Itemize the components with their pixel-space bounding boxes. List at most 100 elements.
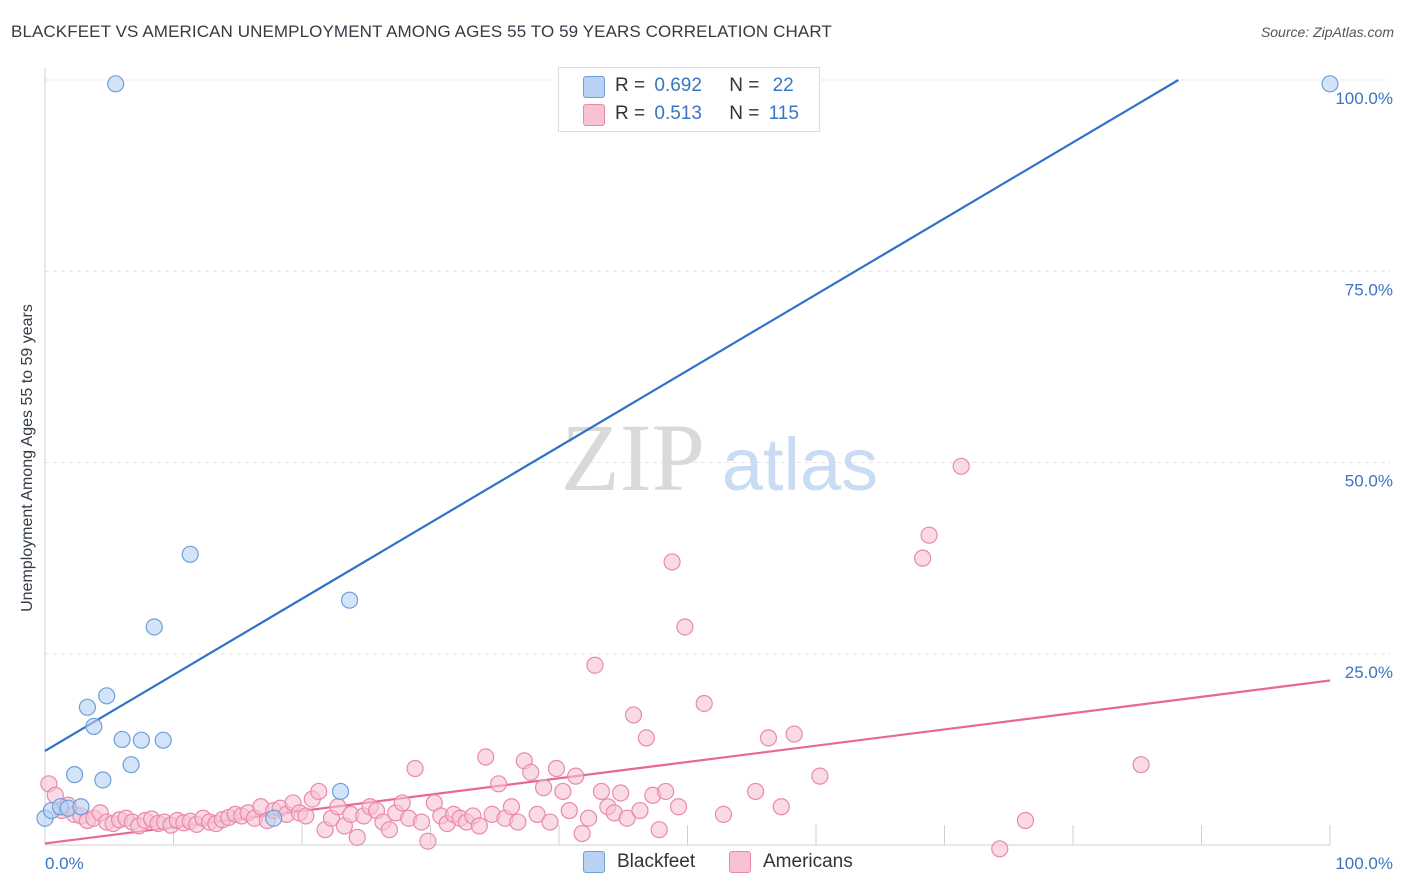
blackfeet-point[interactable] (340, 591, 359, 609)
americans-point[interactable] (631, 801, 649, 820)
gridlines (45, 79, 1390, 655)
americans-point[interactable] (759, 729, 778, 747)
watermark-zip: ZIP (561, 404, 705, 511)
x-tick-label: 100.0% (1335, 854, 1393, 873)
americans-point[interactable] (406, 759, 424, 778)
blackfeet-point[interactable] (107, 75, 125, 93)
americans-point[interactable] (567, 767, 585, 785)
americans-point[interactable] (477, 748, 495, 766)
americans-point[interactable] (811, 767, 829, 785)
watermark: ZIP atlas (561, 404, 878, 511)
axes (44, 68, 1331, 846)
watermark-atlas: atlas (722, 423, 878, 506)
blackfeet-n-label: N = (729, 75, 760, 96)
americans-point[interactable] (348, 828, 366, 846)
legend: Blackfeet Americans (0, 851, 1406, 877)
americans-point[interactable] (310, 782, 328, 801)
americans-point[interactable] (586, 656, 604, 674)
americans-point[interactable] (637, 729, 655, 747)
americans-point[interactable] (650, 821, 668, 839)
blackfeet-point[interactable] (78, 698, 97, 716)
americans-point[interactable] (657, 782, 675, 801)
americans-point[interactable] (393, 794, 411, 812)
blackfeet-n-value: 22 (772, 75, 794, 96)
blackfeet-point[interactable] (265, 809, 283, 827)
americans-point[interactable] (560, 801, 578, 820)
americans-point[interactable] (1132, 756, 1150, 774)
blackfeet-r-value: 0.692 (654, 75, 702, 96)
americans-swatch (583, 104, 605, 126)
legend-item-blackfeet[interactable]: Blackfeet (583, 851, 695, 873)
americans-point[interactable] (509, 813, 527, 831)
blackfeet-point[interactable] (72, 798, 90, 816)
blackfeet-point[interactable] (181, 545, 199, 563)
americans-point[interactable] (952, 457, 970, 475)
legend-item-americans[interactable]: Americans (729, 851, 853, 873)
americans-r-value: 0.513 (654, 103, 702, 124)
blackfeet-point[interactable] (154, 731, 172, 749)
americans-point[interactable] (502, 798, 521, 816)
americans-point[interactable] (554, 782, 572, 801)
americans-point[interactable] (618, 809, 636, 827)
americans-point[interactable] (579, 809, 598, 827)
legend-swatch-blackfeet (583, 851, 605, 873)
blackfeet-point[interactable] (331, 782, 350, 801)
americans-points (40, 457, 1150, 858)
americans-point[interactable] (714, 805, 733, 824)
blackfeet-swatch (583, 76, 605, 98)
americans-point[interactable] (490, 775, 508, 793)
americans-point[interactable] (914, 549, 932, 567)
americans-r-label: R = (615, 103, 646, 124)
americans-point[interactable] (991, 840, 1009, 858)
americans-point[interactable] (592, 782, 611, 801)
blackfeet-point[interactable] (94, 771, 112, 789)
blackfeet-point[interactable] (1321, 75, 1339, 93)
americans-point[interactable] (534, 779, 553, 797)
source-label: Source: ZipAtlas.com (1260, 24, 1394, 40)
americans-point[interactable] (920, 526, 938, 544)
americans-point[interactable] (419, 832, 437, 850)
americans-point[interactable] (669, 798, 688, 816)
americans-point[interactable] (772, 798, 790, 816)
americans-point[interactable] (528, 805, 546, 824)
y-tick-label: 25.0% (1345, 663, 1393, 682)
blackfeet-r-label: R = (615, 75, 646, 96)
legend-label-blackfeet: Blackfeet (617, 851, 696, 872)
americans-point[interactable] (676, 618, 694, 636)
americans-point[interactable] (380, 821, 398, 839)
blackfeet-point[interactable] (132, 731, 150, 749)
y-tick-label: 50.0% (1345, 472, 1393, 491)
americans-n-label: N = (729, 103, 760, 124)
blackfeet-point[interactable] (98, 687, 116, 705)
americans-point[interactable] (1016, 811, 1035, 830)
americans-point[interactable] (747, 782, 765, 801)
americans-point[interactable] (785, 725, 803, 743)
americans-point[interactable] (612, 784, 630, 802)
blackfeet-point[interactable] (145, 618, 163, 636)
americans-point[interactable] (573, 824, 591, 843)
stats-box: R = 0.692 N = 22 R = 0.513 N = 115 (558, 67, 820, 132)
americans-point[interactable] (547, 759, 566, 778)
chart-title: BLACKFEET VS AMERICAN UNEMPLOYMENT AMONG… (11, 22, 832, 41)
trend-line-blackfeet (44, 79, 1179, 752)
blackfeet-point[interactable] (85, 717, 103, 736)
americans-point[interactable] (470, 817, 488, 835)
x-tick-label: 0.0% (45, 854, 84, 873)
y-tick-label: 75.0% (1345, 280, 1393, 299)
americans-point[interactable] (541, 813, 559, 831)
blackfeet-point[interactable] (65, 766, 84, 784)
americans-point[interactable] (695, 694, 713, 713)
blackfeet-point[interactable] (113, 730, 131, 749)
y-tick-label: 100.0% (1335, 89, 1393, 108)
americans-point[interactable] (663, 553, 681, 571)
legend-label-americans: Americans (763, 851, 853, 872)
americans-point[interactable] (624, 706, 643, 724)
blackfeet-point[interactable] (122, 756, 140, 774)
americans-point[interactable] (412, 813, 431, 831)
legend-swatch-americans (729, 851, 751, 873)
americans-point[interactable] (297, 807, 315, 825)
americans-n-value: 115 (768, 103, 799, 124)
americans-point[interactable] (522, 763, 540, 781)
tick-labels: 25.0% 50.0% 75.0% 100.0% 0.0% 100.0% (45, 89, 1393, 873)
